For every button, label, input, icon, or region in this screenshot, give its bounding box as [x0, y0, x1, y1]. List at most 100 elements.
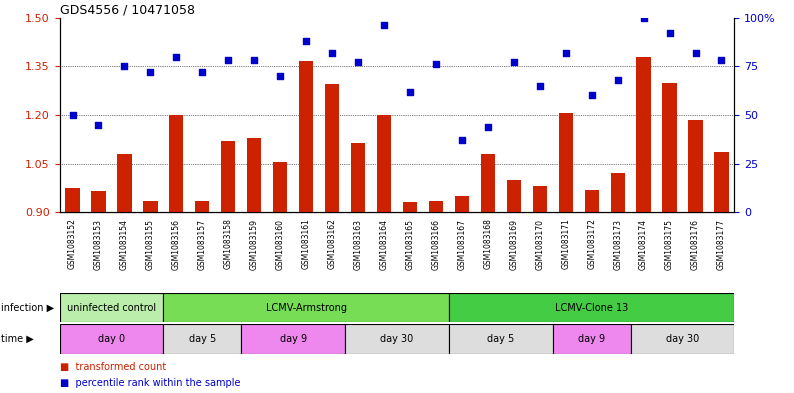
Bar: [247, 138, 261, 212]
Bar: [91, 191, 106, 212]
Point: [66, 112, 79, 118]
Text: GSM1083162: GSM1083162: [328, 219, 337, 269]
Bar: [662, 83, 676, 212]
Bar: [611, 173, 625, 212]
Point: [507, 59, 520, 66]
Text: ■  transformed count: ■ transformed count: [60, 362, 166, 373]
Text: GSM1083154: GSM1083154: [120, 219, 129, 270]
Text: GSM1083167: GSM1083167: [457, 219, 466, 270]
Bar: [345, 324, 449, 354]
Bar: [449, 324, 553, 354]
Text: time ▶: time ▶: [1, 334, 33, 344]
Text: day 9: day 9: [279, 334, 306, 344]
Bar: [507, 180, 521, 212]
Point: [170, 53, 183, 60]
Bar: [351, 143, 365, 212]
Text: GSM1083157: GSM1083157: [198, 219, 206, 270]
Text: GSM1083174: GSM1083174: [639, 219, 648, 270]
Text: day 30: day 30: [380, 334, 414, 344]
Point: [430, 61, 442, 68]
Bar: [60, 293, 164, 322]
Text: GSM1083160: GSM1083160: [276, 219, 285, 270]
Point: [326, 50, 338, 56]
Text: GSM1083164: GSM1083164: [380, 219, 388, 270]
Point: [611, 77, 624, 83]
Bar: [143, 201, 157, 212]
Text: GSM1083159: GSM1083159: [250, 219, 259, 270]
Text: GSM1083152: GSM1083152: [68, 219, 77, 269]
Bar: [195, 201, 210, 212]
Text: LCMV-Clone 13: LCMV-Clone 13: [555, 303, 628, 312]
Text: day 0: day 0: [98, 334, 125, 344]
Bar: [118, 154, 132, 212]
Bar: [480, 154, 495, 212]
Point: [274, 73, 287, 79]
Text: GSM1083175: GSM1083175: [665, 219, 674, 270]
Point: [403, 88, 416, 95]
Bar: [553, 324, 630, 354]
Text: GSM1083166: GSM1083166: [431, 219, 441, 270]
Text: day 5: day 5: [488, 334, 515, 344]
Text: GSM1083158: GSM1083158: [224, 219, 233, 269]
Text: GSM1083156: GSM1083156: [172, 219, 181, 270]
Bar: [429, 201, 443, 212]
Point: [118, 63, 131, 70]
Point: [378, 22, 391, 29]
Bar: [559, 113, 572, 212]
Point: [534, 83, 546, 89]
Point: [560, 50, 572, 56]
Text: GSM1083165: GSM1083165: [406, 219, 414, 270]
Point: [144, 69, 156, 75]
Point: [585, 92, 598, 99]
Bar: [533, 186, 547, 212]
Point: [248, 57, 260, 64]
Point: [352, 59, 364, 66]
Bar: [325, 84, 339, 212]
Text: LCMV-Armstrong: LCMV-Armstrong: [266, 303, 347, 312]
Point: [196, 69, 209, 75]
Text: ■  percentile rank within the sample: ■ percentile rank within the sample: [60, 378, 240, 388]
Bar: [299, 61, 314, 212]
Point: [638, 15, 650, 21]
Bar: [630, 324, 734, 354]
Point: [92, 121, 105, 128]
Text: uninfected control: uninfected control: [67, 303, 156, 312]
Bar: [449, 293, 734, 322]
Bar: [715, 152, 729, 212]
Bar: [241, 324, 345, 354]
Bar: [584, 189, 599, 212]
Bar: [169, 115, 183, 212]
Text: GSM1083172: GSM1083172: [588, 219, 596, 269]
Text: day 30: day 30: [666, 334, 700, 344]
Bar: [65, 188, 79, 212]
Bar: [164, 324, 241, 354]
Bar: [164, 293, 449, 322]
Text: GSM1083176: GSM1083176: [691, 219, 700, 270]
Text: GSM1083173: GSM1083173: [613, 219, 622, 270]
Bar: [455, 196, 469, 212]
Point: [715, 57, 728, 64]
Bar: [222, 141, 235, 212]
Text: GSM1083168: GSM1083168: [484, 219, 492, 269]
Point: [663, 30, 676, 37]
Bar: [688, 120, 703, 212]
Point: [300, 38, 313, 44]
Text: GDS4556 / 10471058: GDS4556 / 10471058: [60, 4, 195, 17]
Text: day 9: day 9: [578, 334, 605, 344]
Text: GSM1083169: GSM1083169: [509, 219, 518, 270]
Bar: [273, 162, 287, 212]
Text: GSM1083177: GSM1083177: [717, 219, 726, 270]
Bar: [403, 202, 417, 212]
Text: infection ▶: infection ▶: [1, 303, 54, 312]
Text: GSM1083171: GSM1083171: [561, 219, 570, 269]
Bar: [60, 324, 164, 354]
Text: GSM1083155: GSM1083155: [146, 219, 155, 270]
Bar: [637, 57, 651, 212]
Point: [456, 137, 468, 143]
Point: [222, 57, 235, 64]
Text: day 5: day 5: [189, 334, 216, 344]
Text: GSM1083161: GSM1083161: [302, 219, 310, 269]
Point: [481, 123, 494, 130]
Bar: [377, 115, 391, 212]
Text: GSM1083163: GSM1083163: [353, 219, 363, 270]
